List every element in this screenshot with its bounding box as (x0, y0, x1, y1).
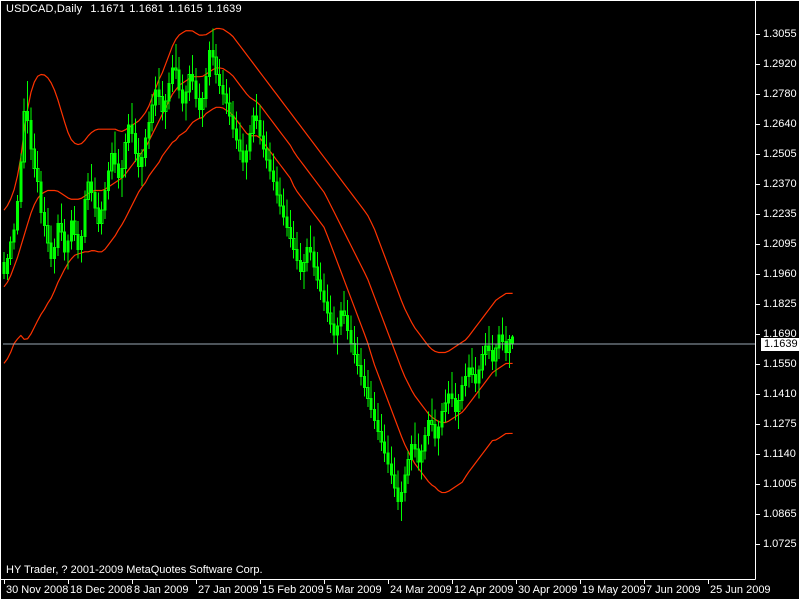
price-tick-label: 1.0865 (763, 508, 797, 520)
price-tick-label: 1.2780 (763, 88, 797, 100)
bollinger-middle-band (3, 67, 513, 424)
bollinger-lower-band (3, 106, 513, 494)
price-tick-label: 1.1140 (763, 448, 796, 460)
symbol-ohlc-header: USDCAD,Daily 1.1671 1.1681 1.1615 1.1639 (6, 3, 246, 16)
price-tick-label: 1.1005 (763, 478, 797, 490)
copyright-notice: HY Trader, ? 2001-2009 MetaQuotes Softwa… (6, 564, 263, 576)
price-tick-label: 1.1550 (763, 358, 797, 370)
price-tick-label: 1.2235 (763, 208, 797, 220)
price-tick-label: 1.1410 (763, 388, 797, 400)
symbol-name: USDCAD,Daily (6, 3, 83, 15)
time-tick-label: 15 Feb 2009 (262, 584, 324, 596)
ohlc-high: 1.1681 (129, 3, 165, 15)
time-tick-label: 19 May 2009 (582, 584, 646, 596)
bollinger-upper-band (3, 27, 513, 354)
price-tick-label: 1.1960 (763, 268, 797, 280)
time-tick-label: 8 Jan 2009 (134, 584, 189, 596)
time-tick-label: 24 Mar 2009 (390, 584, 452, 596)
price-tick-label: 1.2505 (763, 148, 797, 160)
time-tick-label: 12 Apr 2009 (454, 584, 514, 596)
price-tick-label: 1.0725 (763, 538, 797, 550)
time-tick-label: 30 Apr 2009 (518, 584, 578, 596)
time-tick-label: 30 Nov 2008 (6, 584, 69, 596)
price-tick-label: 1.3055 (763, 28, 797, 40)
price-tick-label: 1.2920 (763, 58, 797, 70)
time-tick-label: 25 Jun 2009 (710, 584, 771, 596)
time-tick-label: 27 Jan 2009 (198, 584, 259, 596)
ohlc-open: 1.1671 (90, 3, 126, 15)
current-price-label: 1.1639 (761, 337, 799, 351)
time-tick-label: 7 Jun 2009 (646, 584, 701, 596)
ohlc-low: 1.1615 (168, 3, 203, 15)
candlestick-series (2, 28, 515, 522)
price-tick-label: 1.1275 (763, 418, 797, 430)
ohlc-close: 1.1639 (206, 3, 242, 15)
time-tick-label: 5 Mar 2009 (326, 584, 382, 596)
ohlc-values: 1.1671 1.1681 1.1615 1.1639 (90, 3, 245, 15)
price-tick-label: 1.2640 (763, 118, 797, 130)
price-tick-label: 1.1690 (763, 328, 797, 340)
time-tick-label: 18 Dec 2008 (70, 584, 133, 596)
chart-axes (1, 1, 760, 584)
price-tick-label: 1.2370 (763, 178, 797, 190)
price-tick-label: 1.1825 (763, 298, 797, 310)
price-tick-label: 1.2095 (763, 238, 797, 250)
